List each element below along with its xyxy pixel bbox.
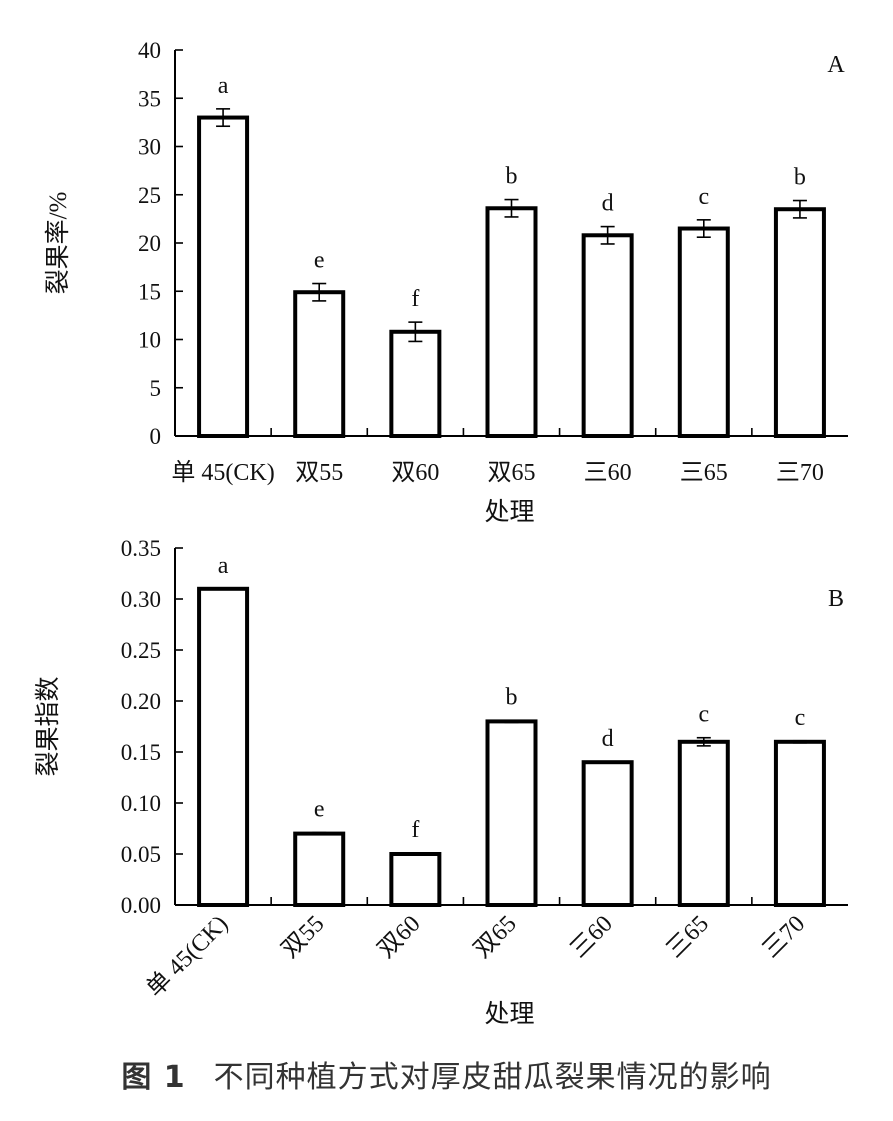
panel-b-y-tick-label: 0.10 — [121, 791, 161, 816]
panel-b-category-label: 三70 — [758, 911, 810, 963]
panel-a-category-label: 三70 — [776, 460, 824, 486]
panel-a-y-tick-label: 35 — [138, 86, 161, 111]
panel-a-bar — [293, 290, 346, 438]
figure-number: 图 1 — [121, 1060, 186, 1095]
panel-a-y-tick-label: 40 — [138, 38, 161, 63]
panel-b-y-tick-label: 0.00 — [121, 893, 161, 918]
panel-a-significance-letter: c — [698, 184, 709, 210]
panel-a-category-label: 三65 — [680, 460, 728, 486]
panel-b-bar — [293, 831, 346, 907]
panel-b-category-label: 三65 — [662, 911, 714, 963]
panel-b-significance-letter: b — [506, 684, 518, 710]
panel-b-y-axis-title: 裂果指数 — [34, 676, 62, 776]
panel-b-y-tick-label: 0.05 — [121, 842, 161, 867]
panel-b-significance-letter: f — [411, 817, 419, 843]
panel-a-bar — [581, 233, 634, 438]
panel-a-significance-letter: e — [314, 248, 325, 274]
panel-b-label: B — [828, 586, 844, 612]
panel-a-significance-letter: b — [794, 165, 806, 191]
panel-a-bar — [485, 206, 538, 438]
panel-b-x-axis-title: 处理 — [484, 1000, 534, 1028]
panel-b-bar — [677, 739, 730, 907]
panel-b-bar — [773, 739, 826, 907]
panel-b-category-label: 双55 — [277, 911, 329, 963]
panel-b-y-tick-label: 0.30 — [121, 587, 161, 612]
panel-a-category-label: 三60 — [584, 460, 632, 486]
panel-a-bar — [389, 329, 442, 438]
panel-b-bar — [389, 852, 442, 907]
panel-a-category-label: 双55 — [295, 460, 343, 486]
panel-b-significance-letter: d — [602, 726, 614, 752]
panel-b-category-label: 三60 — [566, 911, 618, 963]
panel-b-category-label: 双60 — [373, 911, 425, 963]
panel-a-category-label: 单 45(CK) — [171, 459, 274, 486]
panel-b-bar — [485, 719, 538, 908]
panel-a-y-tick-label: 15 — [138, 279, 161, 304]
panel-a-significance-letter: f — [411, 286, 419, 312]
panel-b-y-tick-label: 0.35 — [121, 536, 161, 561]
panel-a-significance-letter: a — [218, 73, 229, 99]
panel-a-y-axis-title: 裂果率/% — [44, 192, 72, 295]
panel-a-bar — [773, 207, 826, 438]
panel-b-significance-letter: e — [314, 797, 325, 823]
panel-b-y-tick-label: 0.20 — [121, 689, 161, 714]
panel-a-y-tick-label: 5 — [150, 376, 162, 401]
panel-b-significance-letter: c — [795, 705, 806, 731]
panel-b-category-label: 单 45(CK) — [141, 910, 233, 1002]
panel-a-significance-letter: d — [602, 191, 614, 217]
panel-b-category-label: 双65 — [469, 911, 521, 963]
panel-a-bar — [677, 226, 730, 438]
panel-b-significance-letter: a — [218, 553, 229, 579]
panel-b-bar — [581, 760, 634, 908]
panel-b-significance-letter: c — [698, 702, 709, 728]
panel-a-category-label: 双60 — [391, 460, 439, 486]
panel-a-category-label: 双65 — [488, 460, 536, 486]
panel-a-y-tick-label: 30 — [138, 135, 161, 160]
panel-b-y-tick-label: 0.25 — [121, 638, 161, 663]
panel-a-x-axis-title: 处理 — [484, 498, 534, 526]
panel-a-y-tick-label: 25 — [138, 183, 161, 208]
panel-a-y-tick-label: 10 — [138, 328, 161, 353]
figure-caption: 图 1 不同种植方式对厚皮甜瓜裂果情况的影响 — [0, 1052, 893, 1096]
panel-a-label: A — [827, 52, 845, 78]
panel-b-y-tick-label: 0.15 — [121, 740, 161, 765]
figure-caption-text: 不同种植方式对厚皮甜瓜裂果情况的影响 — [213, 1060, 772, 1095]
panel-a-y-tick-label: 0 — [150, 424, 162, 449]
panel-a-bar — [197, 115, 250, 439]
panel-b-bar — [197, 586, 250, 907]
panel-a-significance-letter: b — [506, 164, 518, 190]
panel-a-y-tick-label: 20 — [138, 231, 161, 256]
